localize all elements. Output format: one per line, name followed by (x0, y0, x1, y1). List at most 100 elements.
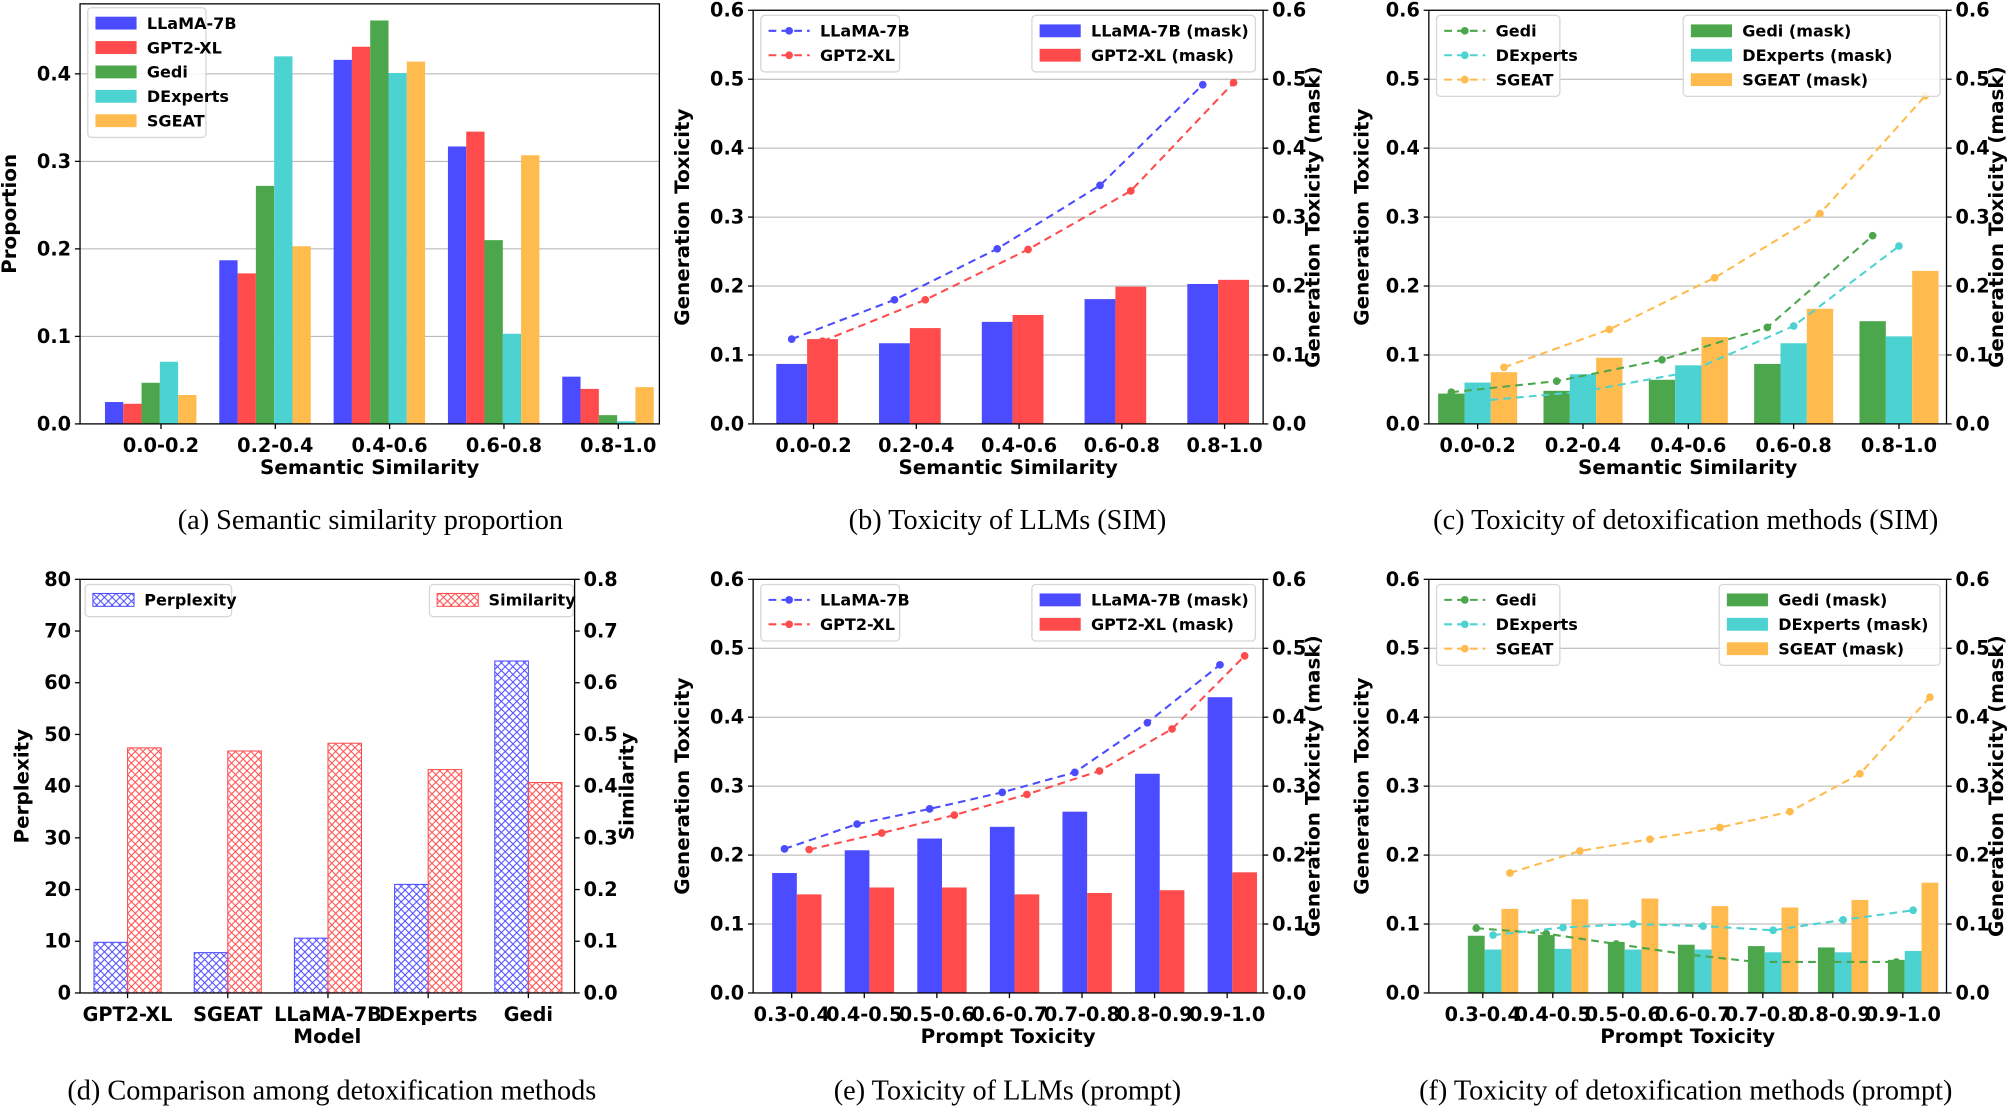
bar-gpt2-xl (580, 388, 599, 424)
y-tick-label: 0.1 (1386, 912, 1420, 935)
bar-perplexity (93, 941, 129, 994)
x-tick-label: 0.8-0.9 (1116, 1003, 1192, 1026)
y-right-tick-label: 0.6 (1956, 568, 1990, 591)
legend-label: LLaMA-7B (820, 22, 910, 41)
legend-label: Gedi (1496, 22, 1537, 41)
line-point (1856, 769, 1864, 778)
bar-sgeat-mask- (1711, 906, 1729, 993)
legend-label: Similarity (489, 591, 577, 610)
bar-gedi-mask- (1648, 379, 1676, 424)
bar-gedi-mask- (1467, 935, 1485, 993)
bar-gedi-mask- (1817, 947, 1835, 993)
bar-sgeat (292, 246, 311, 424)
y-tick-label: 80 (44, 568, 71, 591)
line-point (925, 805, 934, 813)
line-point (921, 295, 930, 304)
y-tick-label: 0.5 (710, 637, 744, 660)
x-tick-label: 0.6-0.8 (1084, 434, 1160, 457)
legend-label: LLaMA-7B (mask) (1091, 22, 1249, 41)
bar-gpt2-xl-mask- (1232, 872, 1257, 993)
legend-swatch (1690, 48, 1732, 62)
line-point (877, 829, 886, 837)
line-point (1816, 209, 1824, 218)
legend: Gedi DExperts SGEAT (1435, 583, 1578, 667)
line-point (998, 788, 1007, 797)
line-point (1684, 368, 1693, 377)
legend-swatch (95, 89, 137, 103)
bar-sgeat-mask- (1921, 882, 1939, 993)
y-tick-label: 0 (58, 981, 71, 1004)
caption: (b) Toxicity of LLMs (SIM) (849, 505, 1167, 536)
x-tick-label: 0.4-0.6 (352, 434, 428, 457)
line-point (1552, 377, 1561, 386)
y-right-tick-label: 0.2 (1956, 274, 1990, 297)
bar-dexperts (159, 361, 179, 424)
chart-panel-b: 0.0 0.1 0.2 0.3 0.4 0.5 0.6 0.0 0.1 0.2 0.3 0.4 0.5 0… (671, 0, 1325, 536)
y-right-tick-label: 0.0 (584, 981, 618, 1004)
x-tick-label: 0.5-0.6 (1585, 1003, 1661, 1026)
line-point (1682, 950, 1691, 959)
y-right-tick-label: 0.3 (1272, 206, 1306, 229)
line-point (1909, 906, 1917, 915)
bar-gedi-mask- (1537, 935, 1555, 993)
y-right-tick-label: 0.4 (584, 775, 618, 798)
chart-panel-e: 0.0 0.1 0.2 0.3 0.4 0.5 0.6 0.0 0.1 0.2 0.3 0.4 0.5 0… (671, 568, 1325, 1107)
line-point (1646, 835, 1654, 844)
line-point (1143, 718, 1152, 727)
legend-label: GPT2-XL (820, 46, 895, 65)
y-right-axis-label: Generation Toxicity (mask) (1985, 635, 2008, 937)
y-right-tick-label: 0.2 (584, 878, 618, 901)
line-point (1489, 931, 1497, 939)
line-point (1229, 78, 1238, 87)
x-tick-label: 0.8-1.0 (1861, 434, 1937, 457)
y-right-tick-label: 0.5 (1272, 68, 1306, 91)
axes-frame (79, 3, 661, 425)
y-right-tick-label: 0.3 (1272, 775, 1306, 798)
line-sgeat (1509, 696, 1931, 874)
x-tick-label: GPT2-XL (83, 1003, 173, 1026)
bar-sgeat-mask- (1641, 898, 1659, 993)
y-tick-label: 0.4 (710, 706, 744, 729)
legend: LLaMA-7B GPT2-XL (760, 14, 910, 73)
y-right-tick-label: 0.1 (1956, 912, 1990, 935)
bar-sgeat-mask- (1501, 908, 1519, 993)
y-tick-label: 60 (44, 671, 71, 694)
line-point (787, 335, 796, 343)
bar-gedi (370, 20, 389, 424)
line-point (1240, 652, 1249, 660)
legend-swatch (1690, 73, 1732, 87)
line-point (1500, 363, 1508, 372)
legend-box (1718, 583, 1941, 667)
x-tick-label: 0.6-0.7 (1655, 1003, 1731, 1026)
line-point (890, 295, 899, 304)
line-point (1839, 916, 1847, 924)
legend-box (1031, 583, 1257, 642)
y-tick-label: 0.2 (1386, 844, 1420, 867)
x-tick-label: 0.5-0.6 (899, 1003, 975, 1026)
y-right-tick-label: 0.0 (1272, 981, 1306, 1004)
line-point (1892, 958, 1901, 966)
bar-dexperts (502, 333, 522, 424)
legend-swatch (95, 114, 137, 128)
legend-box (1435, 583, 1561, 667)
bar-gedi-mask- (1747, 946, 1765, 993)
bar-llama-7b-mask- (917, 838, 942, 993)
legend-marker (1460, 75, 1469, 84)
x-tick-label: 0.3-0.4 (1445, 1003, 1521, 1026)
y-tick-label: 0.5 (1386, 68, 1420, 91)
bar-gpt2-xl-mask- (1087, 893, 1112, 993)
y-right-tick-label: 0.2 (1956, 844, 1990, 867)
y-axis-label: Generation Toxicity (671, 108, 694, 325)
bar-dexperts-mask- (1834, 952, 1852, 993)
line-point (1605, 325, 1614, 334)
bar-perplexity (193, 952, 229, 994)
bar-gpt2-xl-mask- (1159, 890, 1185, 993)
line-point (1822, 958, 1831, 966)
bar-gpt2-xl (351, 46, 371, 424)
y-tick-label: 0.4 (1386, 137, 1420, 160)
bar-llama-7b-mask- (776, 363, 808, 424)
y-right-tick-label: 0.0 (1272, 412, 1306, 435)
legend-swatch (92, 592, 135, 607)
bar-sgeat (521, 155, 540, 424)
y-axis-label: Generation Toxicity (671, 678, 694, 895)
